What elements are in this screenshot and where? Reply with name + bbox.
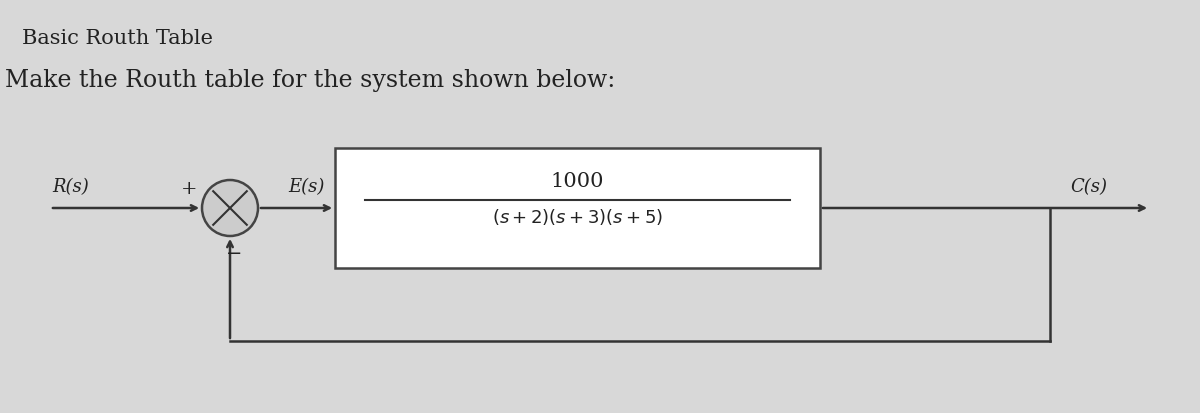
Text: E(s): E(s)	[288, 178, 324, 195]
Text: Basic Routh Table: Basic Routh Table	[22, 29, 214, 48]
Text: +: +	[180, 180, 197, 197]
Text: −: −	[226, 244, 242, 262]
Text: C(s): C(s)	[1070, 178, 1108, 195]
Text: 1000: 1000	[551, 171, 605, 190]
FancyBboxPatch shape	[335, 149, 820, 268]
Text: $(s+2)(s+3)(s+5)$: $(s+2)(s+3)(s+5)$	[492, 206, 664, 226]
Text: Make the Routh table for the system shown below:: Make the Routh table for the system show…	[5, 69, 616, 92]
Circle shape	[202, 180, 258, 236]
Text: R(s): R(s)	[52, 178, 89, 195]
